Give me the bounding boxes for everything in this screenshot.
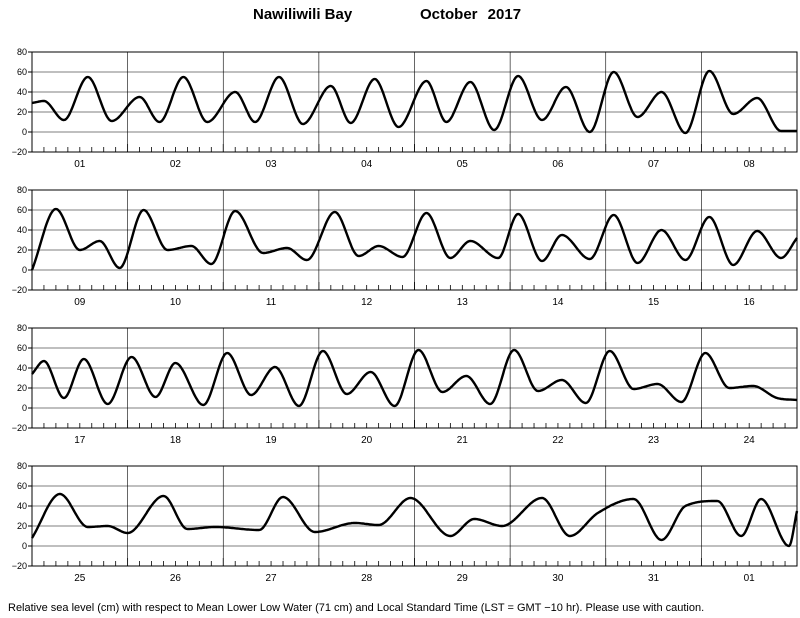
day-label-4-4: 29 <box>457 573 469 584</box>
y-tick-label-4-80: 80 <box>17 461 27 471</box>
tide-curve-2 <box>30 207 798 271</box>
day-label-3-4: 21 <box>457 435 469 446</box>
y-tick-label-3--20: −20 <box>12 423 27 433</box>
y-tick-label-3-20: 20 <box>17 383 27 393</box>
day-label-1-1: 02 <box>170 159 182 170</box>
day-label-1-6: 07 <box>648 159 660 170</box>
tide-curve-4 <box>30 492 799 548</box>
day-label-4-6: 31 <box>648 573 660 584</box>
day-label-4-5: 30 <box>552 573 564 584</box>
day-label-1-5: 06 <box>552 159 564 170</box>
day-label-1-2: 03 <box>266 159 278 170</box>
day-label-2-4: 13 <box>457 297 469 308</box>
y-tick-label-2-80: 80 <box>17 185 27 195</box>
y-tick-label-3-0: 0 <box>22 403 27 413</box>
y-tick-label-4-0: 0 <box>22 541 27 551</box>
day-label-3-3: 20 <box>361 435 373 446</box>
day-label-2-1: 10 <box>170 297 182 308</box>
y-tick-label-1-40: 40 <box>17 87 27 97</box>
day-label-3-5: 22 <box>552 435 564 446</box>
day-label-4-3: 28 <box>361 573 373 584</box>
day-label-4-1: 26 <box>170 573 182 584</box>
y-tick-label-3-40: 40 <box>17 363 27 373</box>
y-tick-label-4-40: 40 <box>17 501 27 511</box>
day-label-3-1: 18 <box>170 435 182 446</box>
title-period: October 2017 <box>420 6 522 23</box>
y-tick-label-3-60: 60 <box>17 343 27 353</box>
y-tick-label-1-20: 20 <box>17 107 27 117</box>
y-tick-label-2-60: 60 <box>17 205 27 215</box>
y-tick-label-2-20: 20 <box>17 245 27 255</box>
y-tick-label-1-60: 60 <box>17 67 27 77</box>
footer-note: Relative sea level (cm) with respect to … <box>8 602 705 614</box>
title-station: Nawiliwili Bay <box>253 6 353 23</box>
day-label-3-6: 23 <box>648 435 660 446</box>
day-label-1-0: 01 <box>74 159 86 170</box>
tide-curve-1 <box>31 69 798 135</box>
y-tick-label-2-40: 40 <box>17 225 27 235</box>
day-label-2-6: 15 <box>648 297 660 308</box>
y-tick-label-1-0: 0 <box>22 127 27 137</box>
y-tick-label-2--20: −20 <box>12 285 27 295</box>
day-label-2-2: 11 <box>266 297 277 308</box>
day-label-3-2: 19 <box>266 435 278 446</box>
day-label-2-3: 12 <box>361 297 373 308</box>
y-tick-label-4-60: 60 <box>17 481 27 491</box>
y-tick-label-2-0: 0 <box>22 265 27 275</box>
chart-title: Nawiliwili Bay October 2017 <box>0 6 800 26</box>
day-label-4-7: 01 <box>744 573 756 584</box>
y-tick-label-3-80: 80 <box>17 323 27 333</box>
y-tick-label-1-80: 80 <box>17 47 27 57</box>
day-label-4-2: 27 <box>266 573 278 584</box>
day-label-4-0: 25 <box>74 573 86 584</box>
y-tick-label-1--20: −20 <box>12 147 27 157</box>
day-label-2-7: 16 <box>744 297 756 308</box>
day-label-1-3: 04 <box>361 159 373 170</box>
y-tick-label-4--20: −20 <box>12 561 27 571</box>
tide-curve-3 <box>31 348 798 408</box>
y-tick-label-4-20: 20 <box>17 521 27 531</box>
day-label-3-0: 17 <box>74 435 86 446</box>
day-label-2-0: 09 <box>74 297 86 308</box>
day-label-3-7: 24 <box>744 435 756 446</box>
day-label-1-7: 08 <box>744 159 756 170</box>
day-label-1-4: 05 <box>457 159 469 170</box>
day-label-2-5: 14 <box>552 297 564 308</box>
